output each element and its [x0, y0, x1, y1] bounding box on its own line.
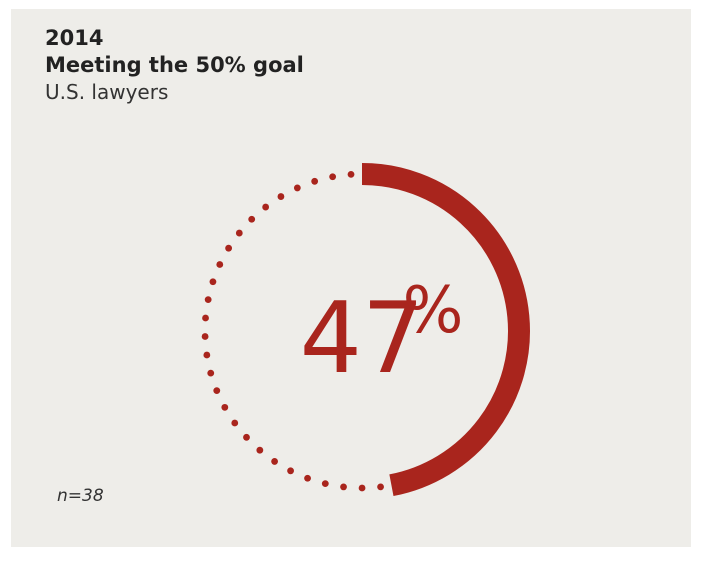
chart-header: 2014 Meeting the 50% goal U.S. lawyers [45, 25, 304, 105]
remaining-dot [304, 474, 311, 482]
remaining-dot [203, 351, 211, 359]
remaining-dot [225, 244, 233, 252]
remaining-dot [209, 278, 217, 286]
value-label: 47 [300, 282, 425, 396]
remaining-dot [204, 296, 212, 304]
chart-year: 2014 [45, 26, 104, 50]
chart-title: Meeting the 50% goal [45, 53, 304, 77]
chart-subtitle: U.S. lawyers [45, 80, 169, 104]
sample-size-label: n=38 [57, 486, 104, 506]
remaining-dot [221, 403, 229, 411]
remaining-dot [377, 483, 384, 491]
unit-label: % [403, 274, 464, 348]
remaining-dot [256, 446, 264, 454]
chart-panel [11, 9, 691, 547]
remaining-dot [287, 467, 294, 475]
ring-progress-group [361, 163, 530, 497]
remaining-dot [262, 203, 270, 211]
remaining-dot [347, 170, 355, 178]
progress-arc [361, 163, 530, 497]
remaining-dot [235, 229, 243, 237]
remaining-dot [202, 314, 209, 322]
remaining-dot [277, 193, 285, 200]
remaining-dot [293, 184, 301, 192]
remaining-dot [213, 387, 221, 395]
remaining-dot [340, 483, 347, 491]
remaining-dot [329, 173, 337, 181]
remaining-dot [248, 215, 256, 223]
remaining-dot [207, 369, 215, 377]
remaining-dot [243, 433, 250, 441]
ring-remaining-dots [201, 170, 384, 492]
remaining-dot [358, 484, 366, 492]
remaining-dot [231, 419, 239, 427]
remaining-dot [216, 261, 224, 268]
remaining-dot [271, 458, 278, 465]
remaining-dot [311, 177, 319, 185]
remaining-dot [201, 333, 209, 340]
remaining-dot [321, 480, 329, 488]
